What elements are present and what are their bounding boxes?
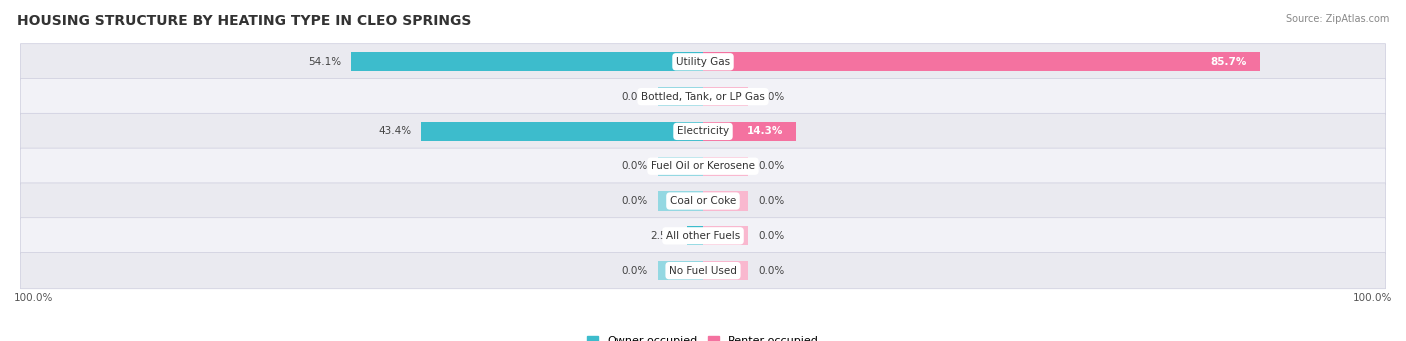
Text: 43.4%: 43.4% <box>378 127 411 136</box>
Bar <box>658 87 703 106</box>
Bar <box>703 157 748 176</box>
Bar <box>658 191 703 211</box>
Bar <box>703 226 748 246</box>
Text: 54.1%: 54.1% <box>308 57 342 67</box>
FancyBboxPatch shape <box>21 253 1385 289</box>
Text: 0.0%: 0.0% <box>621 196 648 206</box>
FancyBboxPatch shape <box>21 183 1385 219</box>
Text: Fuel Oil or Kerosene: Fuel Oil or Kerosene <box>651 161 755 171</box>
Text: 0.0%: 0.0% <box>621 161 648 171</box>
Text: No Fuel Used: No Fuel Used <box>669 266 737 276</box>
Bar <box>703 261 748 280</box>
Bar <box>703 191 748 211</box>
Legend: Owner-occupied, Renter-occupied: Owner-occupied, Renter-occupied <box>582 332 824 341</box>
Bar <box>703 87 748 106</box>
Text: 0.0%: 0.0% <box>758 266 785 276</box>
Bar <box>703 52 1260 71</box>
Bar <box>686 226 703 246</box>
Text: 0.0%: 0.0% <box>758 196 785 206</box>
Text: 100.0%: 100.0% <box>14 293 53 303</box>
Text: 0.0%: 0.0% <box>758 231 785 241</box>
Text: 100.0%: 100.0% <box>1353 293 1392 303</box>
Text: Coal or Coke: Coal or Coke <box>669 196 737 206</box>
Text: Electricity: Electricity <box>676 127 730 136</box>
Text: All other Fuels: All other Fuels <box>666 231 740 241</box>
Text: 85.7%: 85.7% <box>1211 57 1247 67</box>
FancyBboxPatch shape <box>21 148 1385 184</box>
Text: 0.0%: 0.0% <box>758 161 785 171</box>
Text: Source: ZipAtlas.com: Source: ZipAtlas.com <box>1285 14 1389 24</box>
FancyBboxPatch shape <box>21 113 1385 149</box>
Bar <box>658 261 703 280</box>
Text: HOUSING STRUCTURE BY HEATING TYPE IN CLEO SPRINGS: HOUSING STRUCTURE BY HEATING TYPE IN CLE… <box>17 14 471 28</box>
Bar <box>420 122 703 141</box>
Text: 0.0%: 0.0% <box>758 92 785 102</box>
Text: Utility Gas: Utility Gas <box>676 57 730 67</box>
FancyBboxPatch shape <box>21 78 1385 115</box>
Text: 2.5%: 2.5% <box>651 231 678 241</box>
Bar <box>658 157 703 176</box>
Bar <box>703 122 796 141</box>
Text: 0.0%: 0.0% <box>621 92 648 102</box>
Text: Bottled, Tank, or LP Gas: Bottled, Tank, or LP Gas <box>641 92 765 102</box>
Bar <box>352 52 703 71</box>
Text: 0.0%: 0.0% <box>621 266 648 276</box>
Text: 14.3%: 14.3% <box>747 127 783 136</box>
FancyBboxPatch shape <box>21 218 1385 254</box>
FancyBboxPatch shape <box>21 44 1385 80</box>
